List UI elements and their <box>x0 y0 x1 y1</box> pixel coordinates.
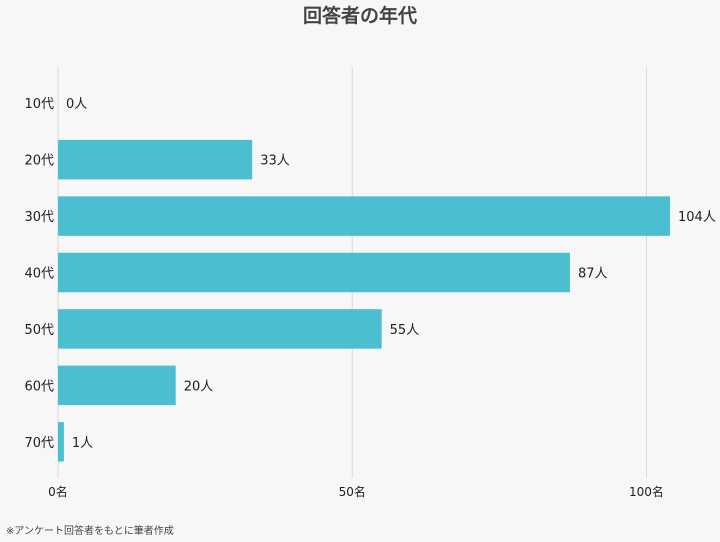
value-label: 33人 <box>260 154 290 169</box>
value-label: 87人 <box>578 267 608 282</box>
value-label: 20人 <box>184 379 214 394</box>
bar <box>58 252 570 293</box>
bars <box>58 139 670 462</box>
value-label: 104人 <box>678 210 716 225</box>
category-label: 30代 <box>24 210 54 225</box>
chart-title: 回答者の年代 <box>303 4 417 27</box>
bar <box>58 196 670 236</box>
value-label: 1人 <box>72 436 93 451</box>
x-tick-label: 100名 <box>629 484 664 499</box>
category-label: 40代 <box>24 267 54 282</box>
bar <box>58 139 253 180</box>
category-label: 10代 <box>24 97 54 112</box>
category-label: 60代 <box>24 379 54 394</box>
category-label: 50代 <box>24 323 54 338</box>
labels: 0名 50名 100名 10代 0人 20代 33人 30代 104人 40代 87人 50代 55人 6… <box>24 97 715 499</box>
footnote: ※アンケート回答者をもとに筆者作成 <box>6 524 174 537</box>
x-tick-label: 0名 <box>48 484 68 499</box>
bar <box>58 365 176 406</box>
value-label: 0人 <box>66 97 87 112</box>
bar <box>58 309 382 349</box>
category-label: 70代 <box>24 436 54 451</box>
value-label: 55人 <box>390 323 420 338</box>
category-label: 20代 <box>24 154 54 169</box>
bar <box>58 422 64 462</box>
x-tick-label: 50名 <box>339 484 366 499</box>
